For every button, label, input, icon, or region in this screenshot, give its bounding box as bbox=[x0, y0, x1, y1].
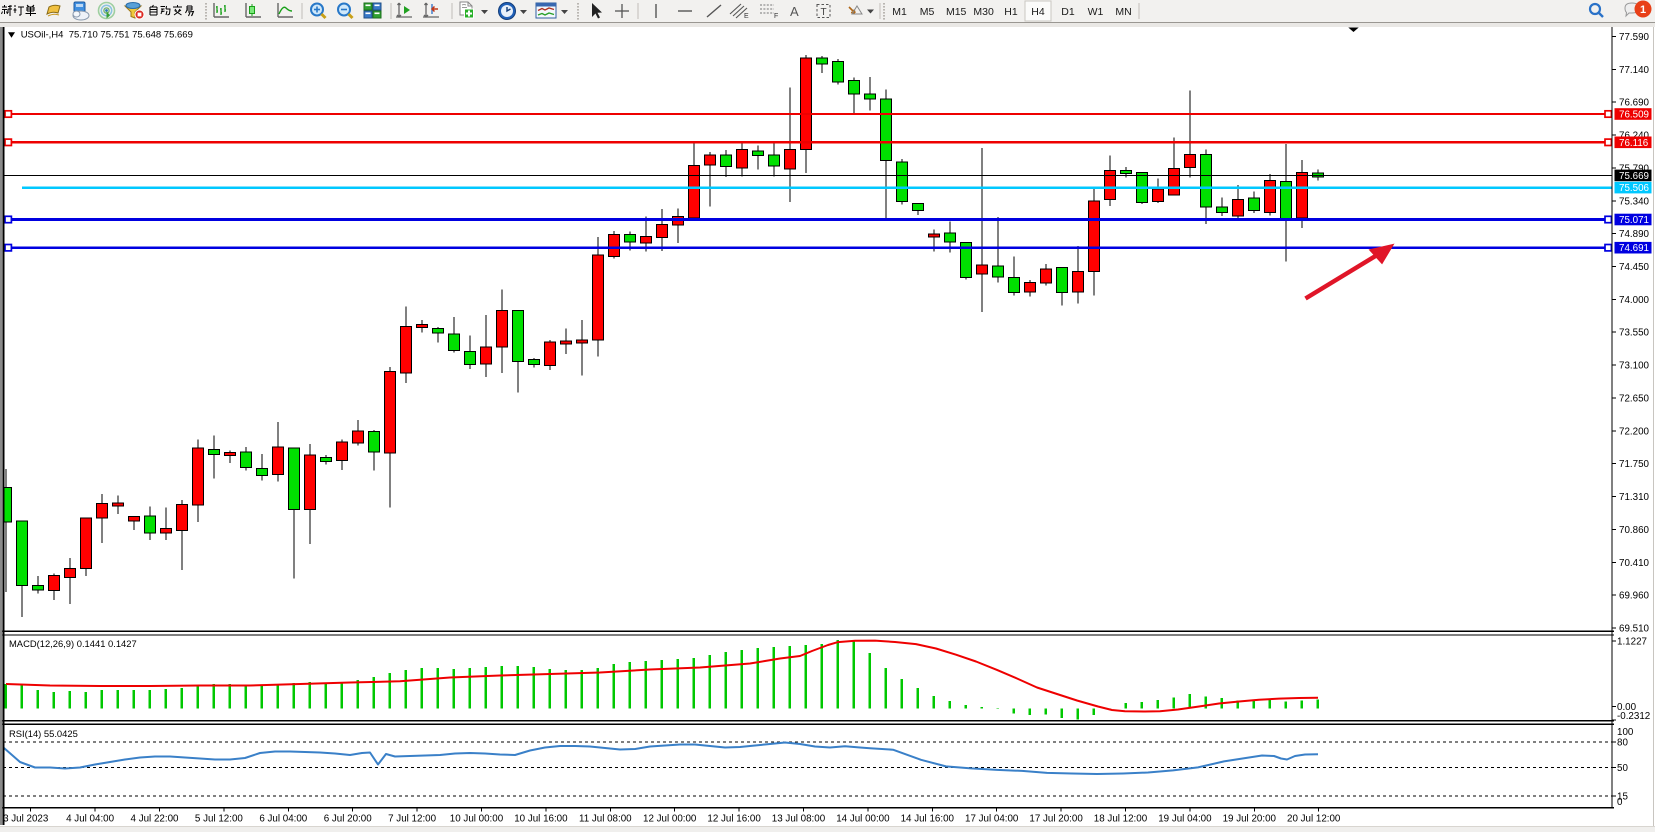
svg-text:4 Jul 22:00: 4 Jul 22:00 bbox=[131, 814, 179, 825]
svg-text:17 Jul 20:00: 17 Jul 20:00 bbox=[1029, 814, 1083, 825]
svg-text:M30: M30 bbox=[973, 6, 994, 18]
svg-text:F: F bbox=[774, 13, 778, 20]
svg-text:M15: M15 bbox=[946, 6, 967, 18]
svg-text:USOil-,H4 75.710 75.751 75.64: USOil-,H4 75.710 75.751 75.648 75.669 bbox=[21, 30, 193, 41]
svg-text:5 Jul 12:00: 5 Jul 12:00 bbox=[195, 814, 243, 825]
svg-text:76.240: 76.240 bbox=[1619, 131, 1650, 142]
svg-text:75.071: 75.071 bbox=[1619, 215, 1649, 226]
svg-text:74.691: 74.691 bbox=[1619, 243, 1649, 254]
svg-text:14 Jul 16:00: 14 Jul 16:00 bbox=[901, 814, 955, 825]
svg-text:6 Jul 04:00: 6 Jul 04:00 bbox=[259, 814, 307, 825]
svg-text:75.506: 75.506 bbox=[1619, 183, 1650, 194]
svg-text:73.100: 73.100 bbox=[1619, 361, 1650, 372]
svg-text:77.590: 77.590 bbox=[1619, 32, 1650, 43]
svg-text:W1: W1 bbox=[1088, 6, 1104, 18]
svg-text:E: E bbox=[744, 13, 749, 20]
svg-text:80: 80 bbox=[1617, 738, 1628, 749]
svg-text:14 Jul 00:00: 14 Jul 00:00 bbox=[836, 814, 890, 825]
svg-text:10 Jul 00:00: 10 Jul 00:00 bbox=[450, 814, 504, 825]
svg-text:H1: H1 bbox=[1004, 6, 1018, 18]
svg-text:1: 1 bbox=[1640, 4, 1646, 16]
svg-text:12 Jul 16:00: 12 Jul 16:00 bbox=[707, 814, 761, 825]
svg-text:-0.2312: -0.2312 bbox=[1617, 711, 1650, 722]
svg-text:0.00: 0.00 bbox=[1617, 702, 1637, 713]
svg-text:RSI(14) 55.0425: RSI(14) 55.0425 bbox=[9, 728, 78, 739]
svg-text:74.450: 74.450 bbox=[1619, 262, 1650, 273]
svg-text:4 Jul 04:00: 4 Jul 04:00 bbox=[66, 814, 114, 825]
svg-text:T: T bbox=[821, 7, 827, 18]
svg-text:H4: H4 bbox=[1031, 6, 1045, 18]
svg-text:69.960: 69.960 bbox=[1619, 591, 1650, 602]
svg-text:100: 100 bbox=[1617, 727, 1634, 738]
svg-text:71.310: 71.310 bbox=[1619, 492, 1650, 503]
svg-text:0: 0 bbox=[1617, 797, 1623, 808]
svg-text:69.510: 69.510 bbox=[1619, 624, 1650, 635]
svg-text:20 Jul 12:00: 20 Jul 12:00 bbox=[1287, 814, 1341, 825]
svg-text:15: 15 bbox=[1617, 792, 1628, 803]
svg-text:74.890: 74.890 bbox=[1619, 229, 1650, 240]
svg-text:76.509: 76.509 bbox=[1619, 110, 1649, 121]
svg-text:72.650: 72.650 bbox=[1619, 393, 1650, 404]
svg-text:75.790: 75.790 bbox=[1619, 163, 1650, 174]
svg-text:1.1227: 1.1227 bbox=[1617, 637, 1647, 648]
svg-text:74.000: 74.000 bbox=[1619, 295, 1650, 306]
svg-text:7 Jul 12:00: 7 Jul 12:00 bbox=[388, 814, 436, 825]
svg-text:6 Jul 20:00: 6 Jul 20:00 bbox=[324, 814, 372, 825]
svg-text:73.550: 73.550 bbox=[1619, 328, 1650, 339]
svg-text:3 Jul 2023: 3 Jul 2023 bbox=[3, 814, 49, 825]
svg-text:76.116: 76.116 bbox=[1619, 138, 1649, 149]
svg-text:75.669: 75.669 bbox=[1619, 171, 1649, 182]
svg-text:75.340: 75.340 bbox=[1619, 196, 1650, 207]
svg-text:70.410: 70.410 bbox=[1619, 558, 1650, 569]
svg-text:11 Jul 08:00: 11 Jul 08:00 bbox=[579, 814, 632, 825]
svg-text:72.200: 72.200 bbox=[1619, 426, 1650, 437]
svg-text:76.690: 76.690 bbox=[1619, 98, 1650, 109]
svg-text:13 Jul 08:00: 13 Jul 08:00 bbox=[772, 814, 826, 825]
svg-text:M5: M5 bbox=[920, 6, 935, 18]
svg-text:MACD(12,26,9) 0.1441 0.1427: MACD(12,26,9) 0.1441 0.1427 bbox=[9, 638, 137, 649]
svg-text:50: 50 bbox=[1617, 763, 1628, 774]
svg-text:18 Jul 12:00: 18 Jul 12:00 bbox=[1094, 814, 1148, 825]
svg-text:70.860: 70.860 bbox=[1619, 525, 1650, 536]
svg-text:M1: M1 bbox=[892, 6, 907, 18]
svg-text:19 Jul 04:00: 19 Jul 04:00 bbox=[1158, 814, 1212, 825]
svg-text:19 Jul 20:00: 19 Jul 20:00 bbox=[1223, 814, 1277, 825]
svg-text:77.140: 77.140 bbox=[1619, 65, 1650, 76]
svg-text:D1: D1 bbox=[1061, 6, 1075, 18]
svg-text:A: A bbox=[790, 4, 799, 19]
svg-text:10 Jul 16:00: 10 Jul 16:00 bbox=[514, 814, 568, 825]
svg-text:71.750: 71.750 bbox=[1619, 459, 1650, 470]
svg-text:17 Jul 04:00: 17 Jul 04:00 bbox=[965, 814, 1019, 825]
svg-text:MN: MN bbox=[1115, 6, 1131, 18]
svg-text:12 Jul 00:00: 12 Jul 00:00 bbox=[643, 814, 697, 825]
